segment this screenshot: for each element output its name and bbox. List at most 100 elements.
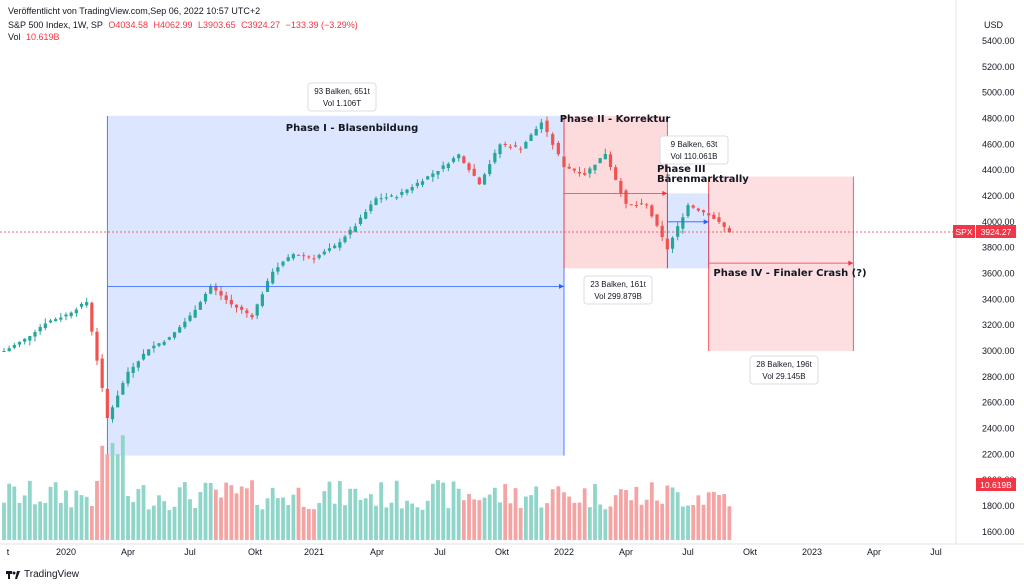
candle[interactable] (317, 254, 321, 258)
candle[interactable] (157, 343, 161, 346)
phase-box[interactable] (564, 115, 668, 269)
candle[interactable] (193, 309, 197, 318)
candle[interactable] (583, 173, 587, 175)
candle[interactable] (722, 222, 726, 227)
candle[interactable] (240, 306, 244, 310)
candle[interactable] (676, 226, 680, 237)
candle[interactable] (167, 337, 171, 340)
candle[interactable] (614, 167, 618, 180)
candle[interactable] (7, 348, 11, 352)
candle[interactable] (707, 213, 711, 216)
candle[interactable] (116, 395, 120, 408)
candle[interactable] (17, 341, 22, 345)
candle[interactable] (358, 217, 363, 225)
tradingview-brand[interactable]: TradingView (6, 569, 79, 580)
candle[interactable] (33, 331, 37, 337)
candle[interactable] (431, 173, 435, 177)
candle[interactable] (519, 148, 523, 150)
candle[interactable] (681, 217, 685, 229)
candle[interactable] (85, 302, 89, 306)
candle[interactable] (54, 319, 58, 322)
candle[interactable] (513, 145, 518, 147)
candle[interactable] (524, 142, 528, 149)
candle[interactable] (276, 267, 280, 272)
phase-box[interactable] (107, 115, 564, 456)
candle[interactable] (577, 171, 582, 174)
candle[interactable] (374, 198, 378, 205)
candle[interactable] (567, 166, 571, 169)
candle[interactable] (701, 210, 706, 213)
candle[interactable] (333, 245, 337, 249)
candle[interactable] (364, 211, 368, 219)
candle[interactable] (172, 332, 177, 338)
candle[interactable] (312, 258, 316, 260)
candle[interactable] (712, 214, 716, 219)
candle[interactable] (645, 204, 649, 206)
candle[interactable] (74, 309, 78, 314)
candle[interactable] (624, 190, 628, 204)
candle[interactable] (670, 237, 675, 249)
candle[interactable] (389, 195, 394, 197)
candle[interactable] (551, 134, 555, 145)
candle[interactable] (348, 229, 352, 235)
candle[interactable] (603, 153, 607, 160)
candle[interactable] (482, 174, 487, 185)
candle[interactable] (451, 158, 456, 162)
candle[interactable] (302, 255, 306, 257)
candle[interactable] (539, 122, 543, 130)
candle[interactable] (59, 317, 63, 320)
candle[interactable] (410, 187, 414, 191)
candle[interactable] (593, 164, 597, 171)
candle[interactable] (462, 156, 466, 164)
candle[interactable] (121, 383, 125, 395)
candle[interactable] (2, 351, 6, 353)
candle[interactable] (271, 271, 275, 284)
candle[interactable] (105, 388, 109, 418)
candle[interactable] (183, 321, 187, 328)
candle[interactable] (467, 163, 471, 171)
candle[interactable] (415, 182, 419, 186)
candle[interactable] (162, 341, 166, 345)
candle[interactable] (90, 302, 94, 332)
candle[interactable] (598, 158, 602, 164)
candle[interactable] (131, 366, 135, 374)
candle[interactable] (178, 327, 182, 333)
candle[interactable] (110, 407, 115, 420)
candle[interactable] (147, 349, 151, 356)
candle[interactable] (64, 314, 68, 317)
candle[interactable] (141, 353, 146, 360)
candle[interactable] (188, 315, 192, 321)
candle[interactable] (655, 214, 659, 226)
candle[interactable] (457, 154, 461, 159)
candle[interactable] (426, 176, 430, 180)
candle[interactable] (498, 144, 502, 155)
candle[interactable] (529, 134, 533, 141)
candle[interactable] (420, 181, 425, 185)
candle[interactable] (281, 261, 285, 266)
candle[interactable] (493, 152, 497, 163)
candle[interactable] (229, 299, 233, 305)
candle[interactable] (556, 142, 560, 155)
candle[interactable] (686, 205, 690, 217)
candle[interactable] (395, 197, 399, 199)
candle[interactable] (508, 146, 512, 148)
candle[interactable] (436, 171, 440, 175)
candle[interactable] (286, 257, 290, 262)
price-axis[interactable]: 5400.00 5200.00 5000.00 4800.00 4600.00 4400.… (982, 36, 1015, 537)
candle[interactable] (472, 168, 476, 176)
candle[interactable] (639, 203, 644, 205)
candle[interactable] (665, 238, 669, 250)
candle[interactable] (245, 310, 249, 314)
candle[interactable] (260, 294, 264, 306)
candle[interactable] (503, 143, 507, 145)
candle[interactable] (562, 156, 566, 168)
candle[interactable] (234, 304, 239, 308)
candle[interactable] (619, 180, 623, 194)
candle[interactable] (255, 304, 259, 316)
candle[interactable] (28, 336, 32, 341)
candle[interactable] (79, 303, 84, 307)
candle[interactable] (405, 189, 409, 193)
candle[interactable] (343, 236, 347, 243)
candle[interactable] (95, 331, 99, 361)
phase-box[interactable] (708, 176, 854, 351)
